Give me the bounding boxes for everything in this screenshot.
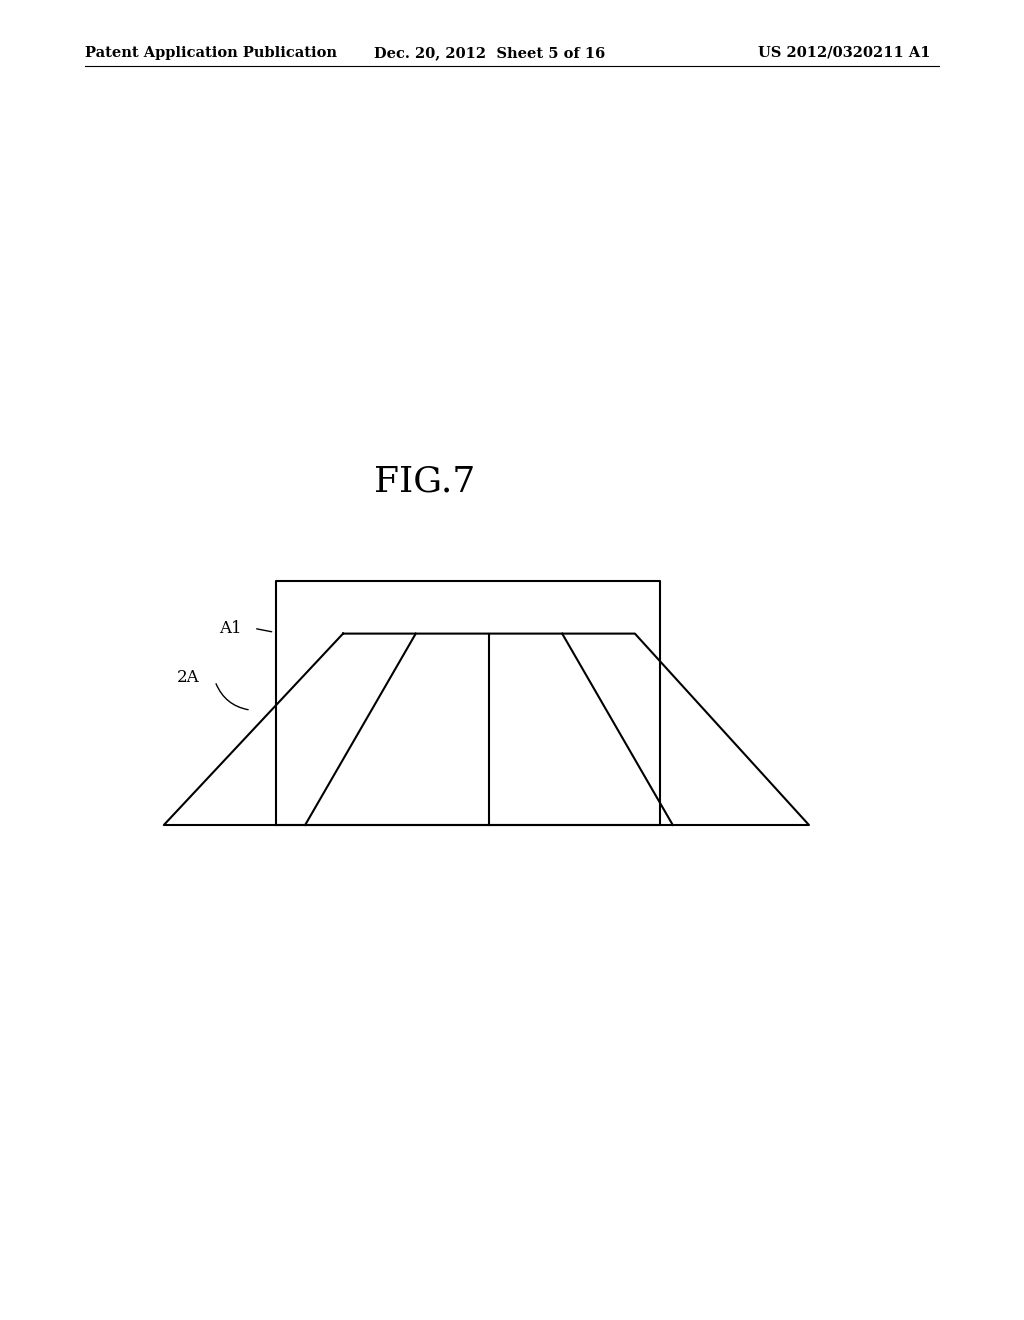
Text: 2A: 2A (177, 669, 200, 685)
Text: A1: A1 (219, 620, 242, 636)
Text: US 2012/0320211 A1: US 2012/0320211 A1 (758, 46, 930, 59)
Text: Patent Application Publication: Patent Application Publication (85, 46, 337, 59)
Text: Dec. 20, 2012  Sheet 5 of 16: Dec. 20, 2012 Sheet 5 of 16 (374, 46, 605, 59)
Text: FIG.7: FIG.7 (375, 465, 475, 499)
